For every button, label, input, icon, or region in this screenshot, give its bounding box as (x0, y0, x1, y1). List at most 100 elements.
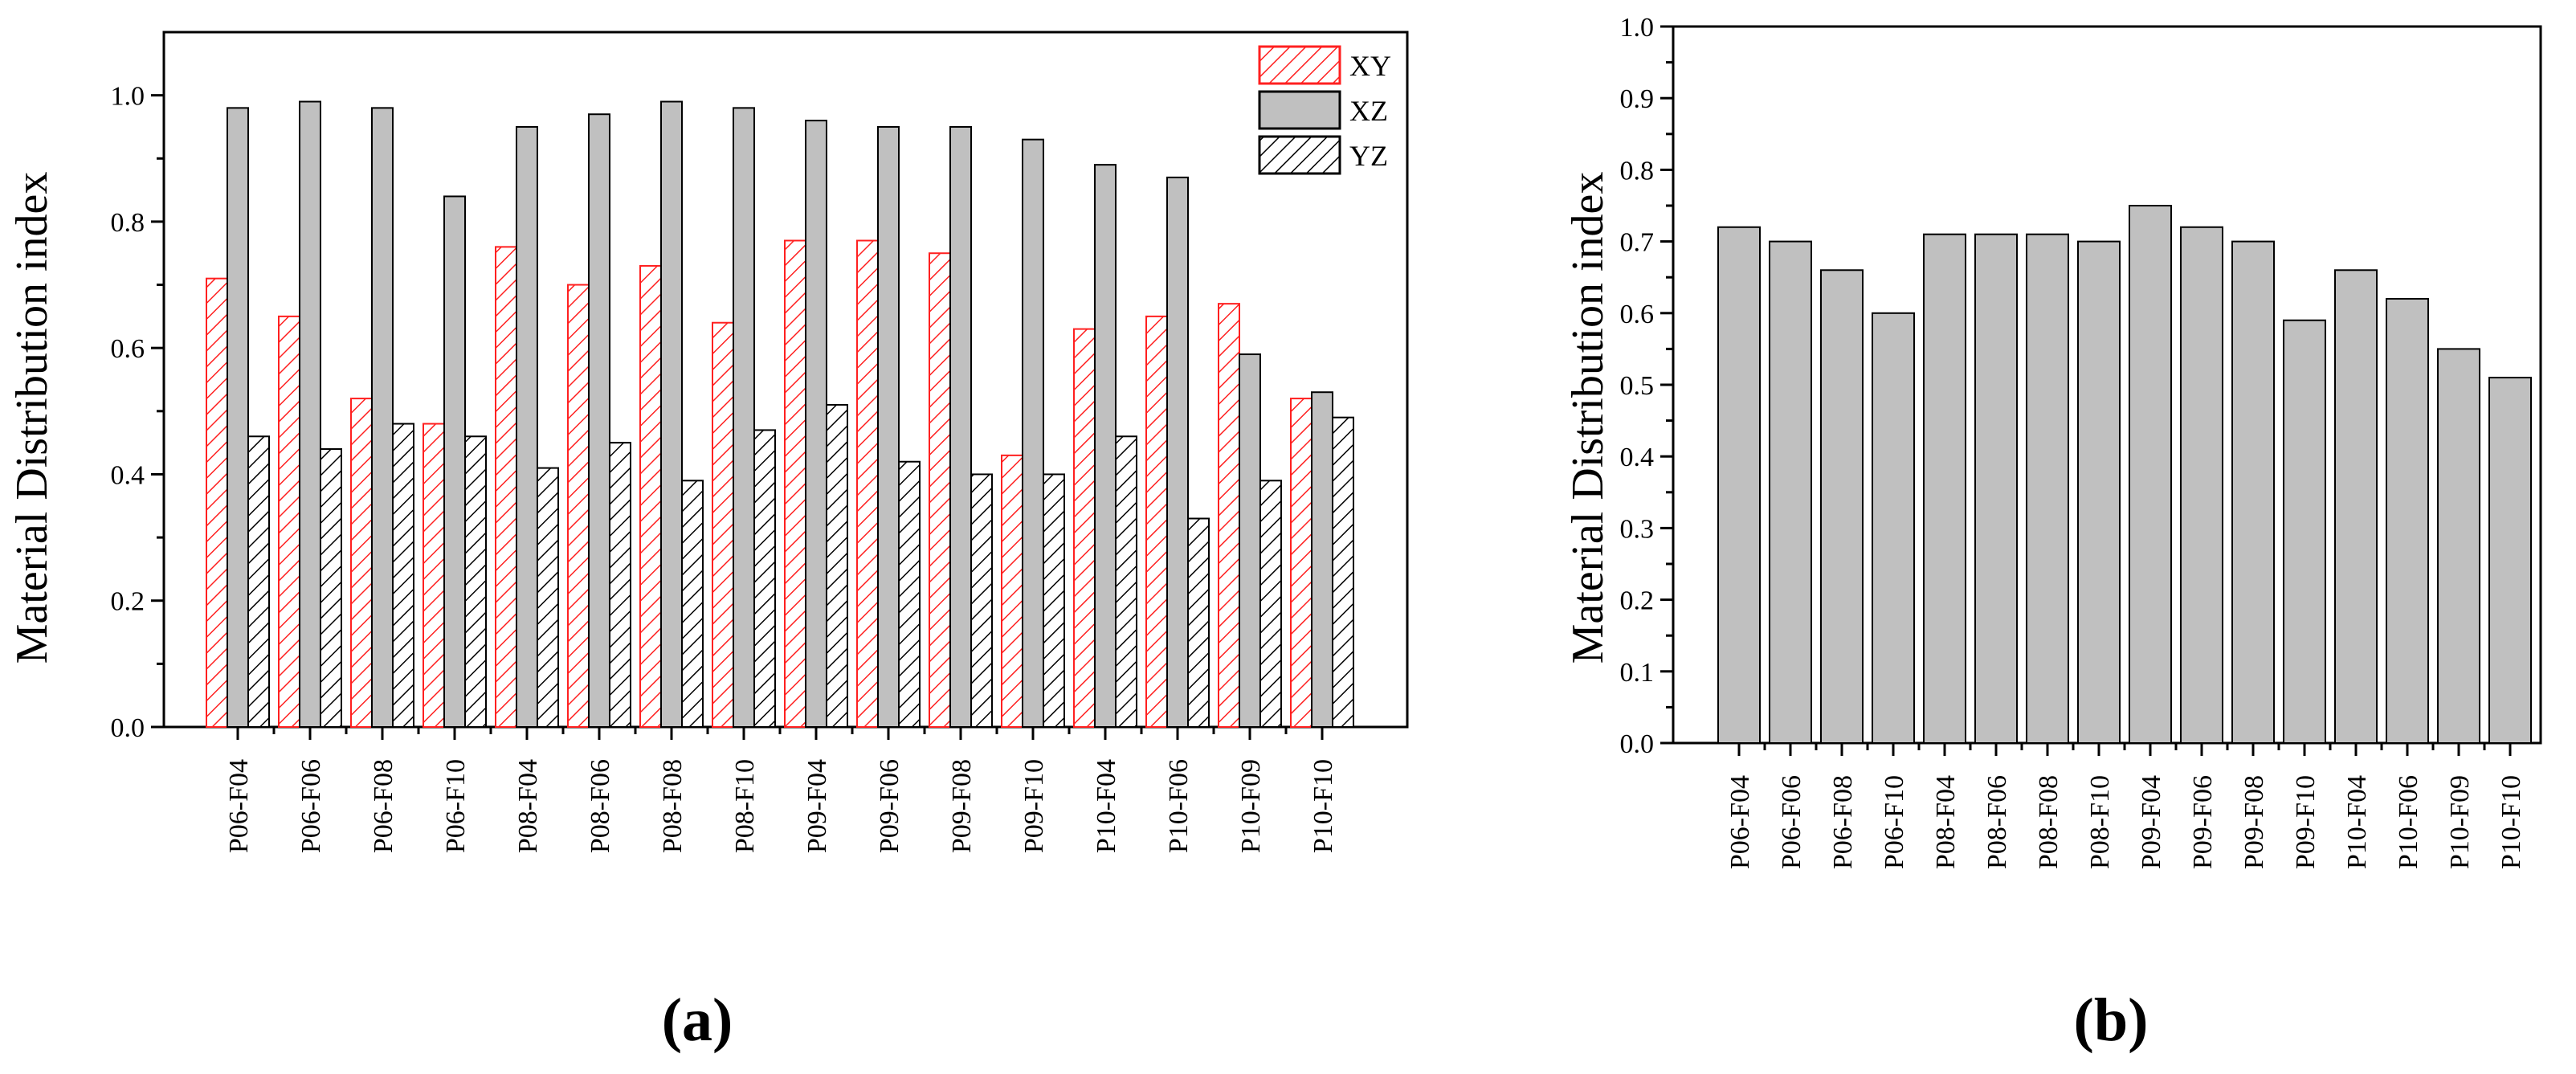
bar-b-value-p10-f10 (2488, 377, 2532, 744)
x-tick-label-a: P09-F06 (875, 759, 904, 853)
x-tick-label-b: P09-F10 (2291, 775, 2321, 869)
bar-a-xz-p09-f08 (949, 125, 972, 729)
bar-b-value-p08-f08 (2026, 233, 2069, 744)
x-tick-label-b: P08-F04 (1931, 775, 1961, 869)
x-tick-label-a: P08-F04 (513, 759, 543, 853)
x-tick-label-a: P08-F10 (730, 759, 760, 853)
bar-a-yz-p06-f04 (247, 435, 270, 728)
bar-a-yz-p06-f06 (320, 448, 342, 728)
x-tick-label-a: P06-F04 (224, 759, 254, 853)
bar-a-yz-p10-f09 (1259, 480, 1282, 728)
bar-a-xy-p10-f04 (1073, 328, 1096, 728)
bar-a-xz-p06-f08 (371, 107, 394, 728)
y-tick-label-b: 0.7 (1620, 228, 1655, 258)
panel-label-b: (b) (2074, 986, 2149, 1054)
bar-b-value-p10-f09 (2437, 348, 2480, 744)
x-tick-label-b: P06-F10 (1880, 775, 1909, 869)
x-tick-label-b: P08-F06 (1982, 775, 2012, 869)
bar-a-xy-p09-f08 (929, 252, 951, 728)
bar-a-yz-p10-f06 (1187, 517, 1210, 728)
legend-label-yz: YZ (1349, 140, 1388, 172)
bar-a-xz-p08-f06 (588, 113, 610, 728)
y-tick-label-a: 0.0 (111, 713, 145, 743)
bar-a-xy-p09-f04 (784, 239, 806, 728)
y-axis-title-a: Material Distribution index (7, 172, 57, 664)
bar-a-xz-p10-f06 (1166, 176, 1189, 728)
bar-a-xy-p06-f08 (350, 398, 373, 728)
y-tick-label-b: 0.6 (1620, 300, 1655, 329)
bar-a-xz-p10-f09 (1239, 353, 1261, 728)
bar-a-xz-p08-f04 (516, 125, 538, 729)
bar-b-value-p06-f04 (1717, 226, 1761, 744)
x-tick-label-b: P10-F10 (2496, 775, 2526, 869)
bar-b-value-p09-f06 (2180, 226, 2223, 744)
y-tick-label-b: 0.3 (1620, 514, 1655, 544)
bar-a-xy-p10-f09 (1218, 303, 1240, 728)
bar-b-value-p09-f04 (2129, 205, 2172, 744)
x-tick-label-a: P08-F06 (586, 759, 615, 853)
bar-a-xz-p09-f04 (805, 120, 827, 729)
bar-b-value-p09-f10 (2283, 319, 2326, 745)
panel-label-a: (a) (662, 986, 733, 1054)
x-tick-label-a: P09-F08 (947, 759, 977, 853)
bar-a-xy-p10-f10 (1290, 398, 1312, 728)
y-tick-label-a: 0.8 (111, 208, 145, 238)
bar-b-value-p09-f08 (2231, 240, 2275, 745)
bar-a-xz-p09-f10 (1022, 138, 1044, 728)
bar-a-xz-p06-f06 (299, 100, 321, 728)
bar-b-value-p08-f10 (2077, 240, 2121, 745)
legend-swatch-yz (1258, 135, 1341, 175)
bar-a-xz-p06-f10 (443, 195, 466, 729)
y-tick-label-b: 0.8 (1620, 156, 1655, 186)
x-tick-label-a: P08-F08 (658, 759, 688, 853)
x-tick-label-b: P06-F08 (1828, 775, 1858, 869)
bar-a-yz-p08-f04 (537, 467, 559, 728)
bar-a-yz-p09-f08 (970, 473, 993, 728)
bar-a-xy-p08-f10 (712, 321, 734, 728)
bar-a-yz-p10-f04 (1115, 435, 1137, 728)
legend-swatch-xy (1258, 45, 1341, 85)
y-axis-title-b: Material Distribution index (1563, 172, 1613, 664)
x-tick-label-a: P10-F09 (1236, 759, 1266, 853)
bar-a-xz-p08-f10 (733, 107, 755, 728)
bar-a-xy-p08-f04 (495, 246, 517, 728)
bar-a-xz-p10-f10 (1311, 391, 1333, 728)
bar-a-xy-p08-f08 (639, 264, 662, 729)
bar-a-yz-p06-f08 (392, 423, 414, 729)
bar-a-yz-p09-f04 (826, 403, 848, 728)
x-tick-label-b: P08-F08 (2034, 775, 2064, 869)
bar-a-xy-p06-f06 (278, 315, 300, 728)
y-tick-label-a: 0.6 (111, 334, 145, 364)
bar-a-xy-p09-f06 (856, 239, 879, 728)
bar-b-value-p06-f06 (1769, 240, 1812, 745)
x-tick-label-a: P06-F10 (441, 759, 471, 853)
y-tick-label-b: 0.2 (1620, 586, 1655, 616)
bar-a-xy-p08-f06 (567, 284, 590, 728)
bar-a-xz-p10-f04 (1094, 164, 1117, 729)
bar-a-yz-p08-f06 (609, 442, 631, 728)
bar-a-yz-p08-f08 (681, 480, 704, 728)
x-tick-label-b: P06-F06 (1777, 775, 1806, 869)
y-tick-label-a: 0.2 (111, 587, 145, 617)
bar-a-yz-p09-f06 (898, 460, 921, 729)
y-tick-label-b: 1.0 (1620, 13, 1655, 43)
bar-a-yz-p06-f10 (464, 435, 487, 728)
x-tick-label-a: P10-F04 (1092, 759, 1121, 853)
bar-b-value-p06-f10 (1872, 312, 1915, 744)
x-tick-label-b: P09-F04 (2137, 775, 2166, 869)
x-tick-label-b: P10-F06 (2394, 775, 2423, 869)
bar-b-value-p08-f04 (1923, 233, 1966, 744)
bar-a-xz-p06-f04 (227, 107, 249, 728)
y-tick-label-b: 0.1 (1620, 658, 1655, 688)
bar-b-value-p10-f04 (2334, 269, 2378, 744)
bar-a-yz-p09-f10 (1043, 473, 1065, 728)
x-tick-label-b: P08-F10 (2085, 775, 2115, 869)
x-tick-label-b: P10-F09 (2445, 775, 2475, 869)
bar-b-value-p06-f08 (1820, 269, 1864, 744)
legend-swatch-xz (1258, 90, 1341, 130)
bar-a-xy-p09-f10 (1001, 454, 1023, 728)
bar-a-xz-p08-f08 (660, 100, 683, 728)
bar-a-xz-p09-f06 (877, 125, 900, 729)
y-tick-label-a: 0.4 (111, 460, 145, 490)
